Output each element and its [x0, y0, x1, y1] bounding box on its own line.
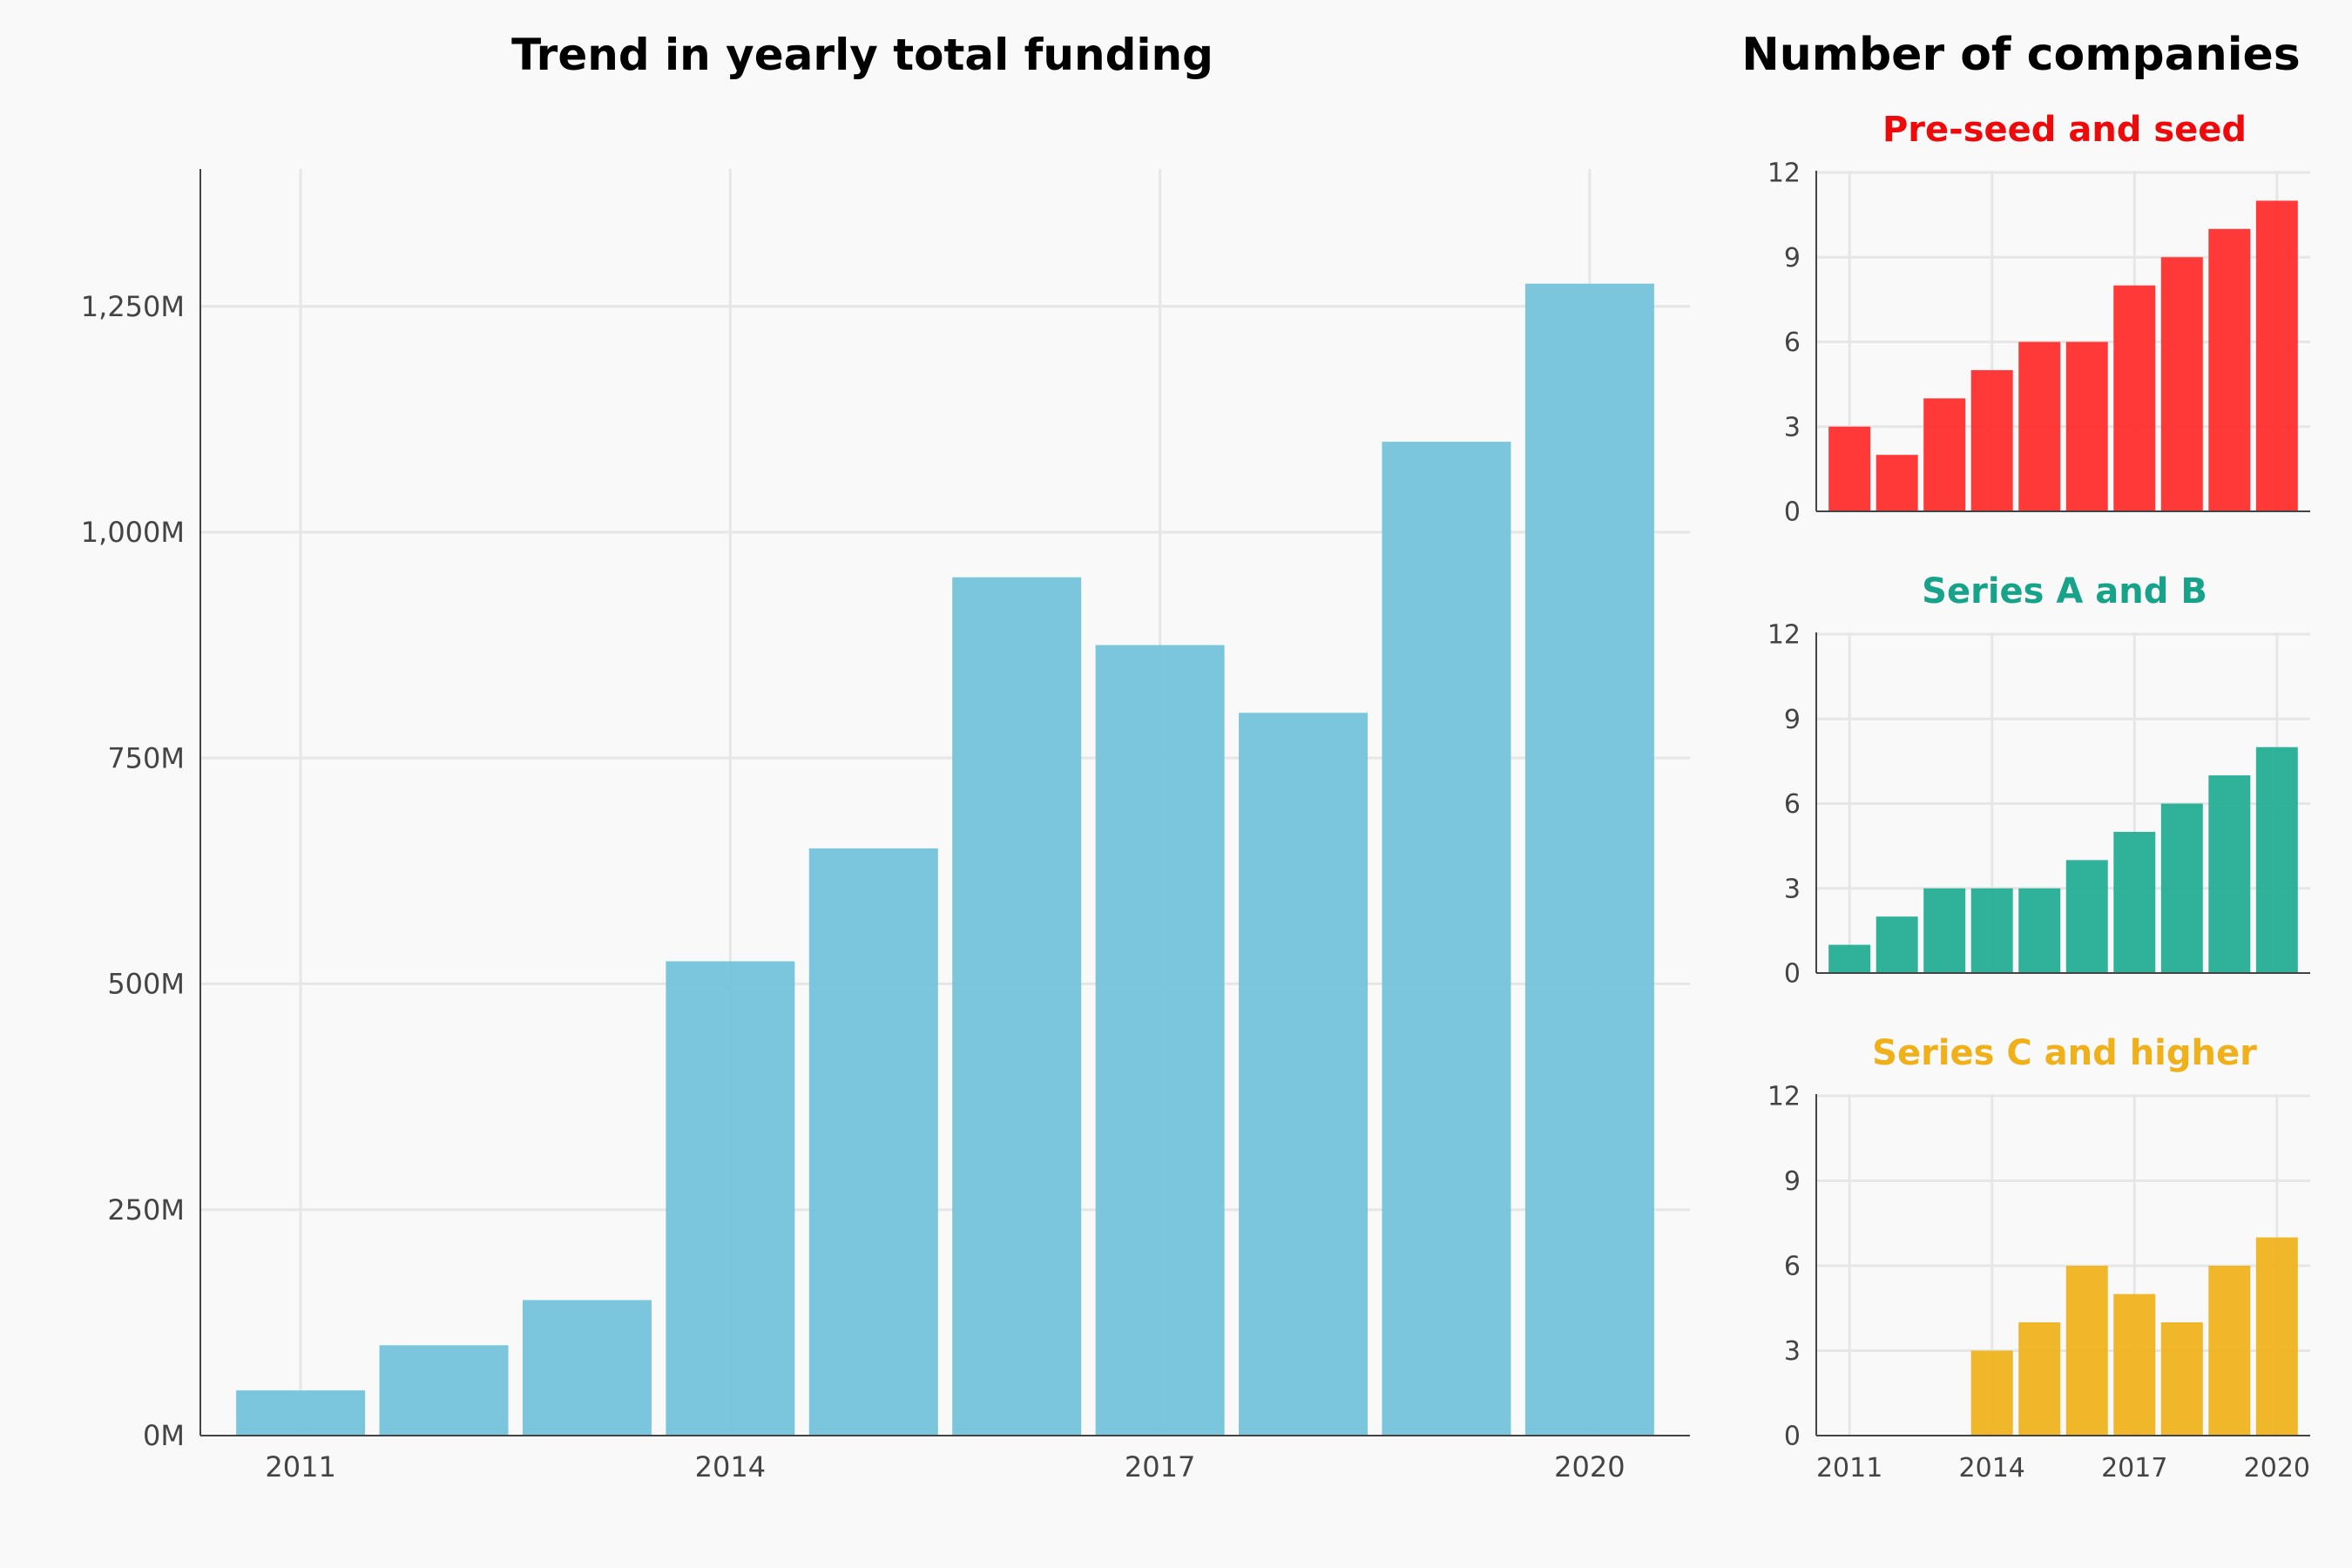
seed-bar-2019 [2208, 228, 2251, 511]
series-c-bar-2015 [2018, 1322, 2061, 1436]
main-x-tick-label: 2011 [265, 1450, 335, 1484]
series-c-x-tick-label: 2017 [2101, 1453, 2167, 1484]
series-c-bar-2017 [2113, 1294, 2156, 1436]
seed-bar-2011 [1828, 426, 1871, 511]
series-ab-bar-2017 [2113, 831, 2156, 973]
series-c-x-tick-label: 2011 [1816, 1453, 1882, 1484]
seed-y-tick-label: 6 [1784, 328, 1801, 358]
main-bar-2017 [1095, 645, 1225, 1436]
seed-bar-2018 [2160, 257, 2203, 511]
main-bar-2013 [522, 1300, 652, 1436]
main-bar-2011 [236, 1390, 366, 1436]
main-bar-2015 [808, 848, 938, 1436]
seed-bar-2015 [2018, 341, 2061, 511]
series-c-y-tick-label: 3 [1784, 1336, 1801, 1367]
seed-chart-title: Pre-seed and seed [1882, 110, 2247, 150]
series-c-x-tick-label: 2020 [2244, 1453, 2310, 1484]
seed-y-tick-label: 3 [1784, 412, 1801, 443]
series-ab-bar-2015 [2018, 888, 2061, 973]
series-ab-y-tick-label: 0 [1784, 959, 1801, 990]
series-c-bar-2014 [1970, 1350, 2013, 1436]
main-bar-2018 [1239, 713, 1369, 1436]
series-ab-bar-2012 [1876, 916, 1918, 973]
series-c-x-tick-label: 2014 [1959, 1453, 2025, 1484]
series-ab-y-tick-label: 6 [1784, 789, 1801, 820]
series-c-bar-2019 [2208, 1266, 2251, 1436]
seed-bar-2016 [2065, 341, 2108, 511]
series-ab-y-tick-label: 9 [1784, 705, 1801, 735]
main-bar-2012 [379, 1345, 509, 1436]
seed-bar-2013 [1923, 398, 1966, 511]
series-c-bar-2016 [2065, 1266, 2108, 1436]
seed-y-tick-label: 0 [1784, 497, 1801, 528]
seed-bar-2012 [1876, 455, 1918, 511]
main-chart-title: Trend in yearly total funding [511, 30, 1213, 80]
main-x-tick-label: 2017 [1125, 1450, 1195, 1484]
series-c-y-tick-label: 6 [1784, 1252, 1801, 1282]
series-c-bar-2020 [2255, 1237, 2298, 1436]
seed-y-tick-label: 12 [1767, 159, 1801, 189]
series-ab-bar-2013 [1923, 888, 1966, 973]
main-bar-2016 [952, 577, 1082, 1436]
series-ab-chart-title: Series A and B [1922, 571, 2207, 612]
seed-bar-2014 [1970, 369, 2013, 511]
series-ab-bar-2016 [2065, 860, 2108, 973]
main-x-tick-label: 2014 [695, 1450, 766, 1484]
main-bar-2019 [1382, 442, 1511, 1436]
main-y-tick-label: 0M [143, 1419, 185, 1452]
series-ab-y-tick-label: 3 [1784, 874, 1801, 904]
series-c-y-tick-label: 0 [1784, 1422, 1801, 1452]
main-y-tick-label: 1,000M [81, 516, 185, 549]
series-ab-bar-2014 [1970, 888, 2013, 973]
group-title: Number of companies [1741, 29, 2301, 81]
seed-bar-2017 [2113, 285, 2156, 511]
main-y-tick-label: 500M [107, 968, 185, 1001]
series-c-y-tick-label: 12 [1767, 1082, 1801, 1112]
main-bar-2020 [1524, 283, 1654, 1436]
series-c-y-tick-label: 9 [1784, 1166, 1801, 1197]
series-c-chart-title: Series C and higher [1872, 1033, 2257, 1073]
seed-bar-2020 [2255, 200, 2298, 511]
series-ab-y-tick-label: 12 [1767, 620, 1801, 651]
main-y-tick-label: 250M [107, 1193, 185, 1227]
series-c-bar-2018 [2160, 1322, 2203, 1436]
main-x-tick-label: 2020 [1554, 1450, 1625, 1484]
main-y-tick-label: 1,250M [81, 290, 185, 323]
series-ab-bar-2020 [2255, 747, 2298, 973]
series-ab-bar-2018 [2160, 803, 2203, 973]
series-ab-bar-2019 [2208, 775, 2251, 973]
seed-y-tick-label: 9 [1784, 243, 1801, 274]
main-y-tick-label: 750M [107, 741, 185, 774]
main-bar-2014 [666, 961, 795, 1436]
series-ab-bar-2011 [1828, 944, 1871, 973]
